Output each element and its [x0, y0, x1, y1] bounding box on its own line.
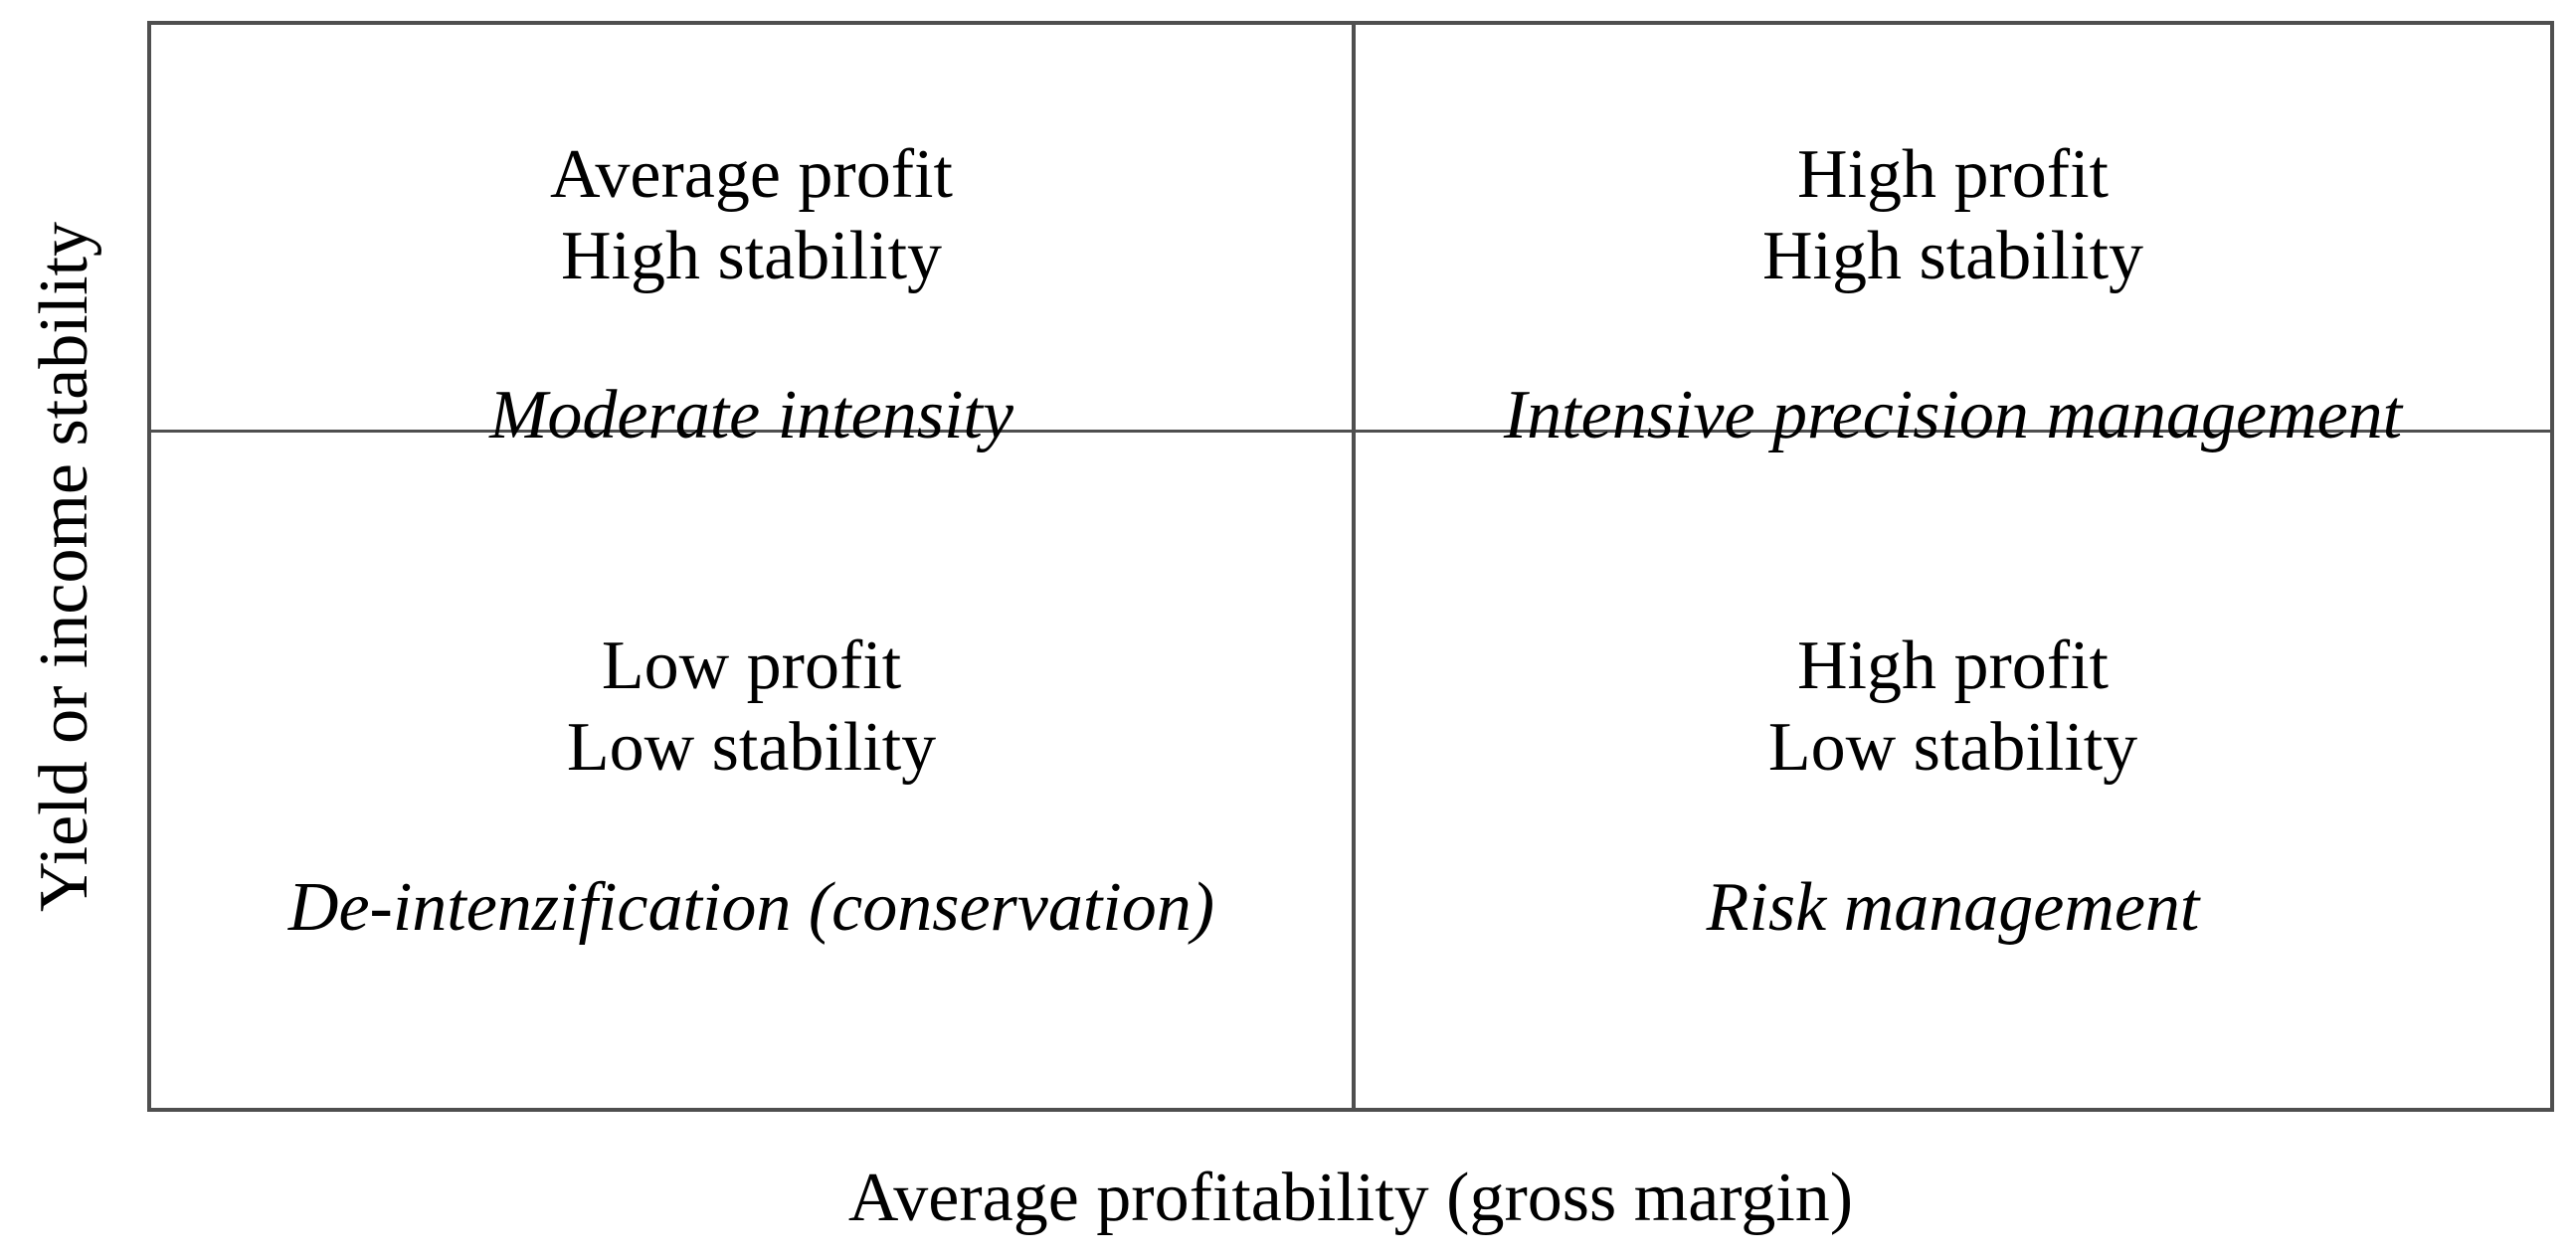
vertical-divider: [1352, 25, 1356, 1108]
quadrant-profit-label: Low profit: [601, 628, 902, 704]
quadrant-profit-label: Average profit: [550, 136, 953, 213]
quadrant-stability-label: Low stability: [566, 709, 937, 786]
x-axis-label: Average profitability (gross margin): [847, 1160, 1854, 1236]
quadrant-strategy-label: Moderate intensity: [489, 377, 1013, 453]
quadrant-strategy-label: Intensive precision management: [1503, 377, 2403, 453]
quadrant-stability-label: High stability: [560, 218, 943, 294]
quadrant-profit-label: High profit: [1796, 136, 2110, 213]
quadrant-matrix: Average profit High stability Moderate i…: [147, 21, 2554, 1112]
quadrant-profit-label: High profit: [1796, 628, 2110, 704]
quadrant-stability-label: Low stability: [1767, 709, 2138, 786]
quadrant-stability-label: High stability: [1761, 218, 2144, 294]
quadrant-strategy-label: De-intenzification (conservation): [287, 869, 1215, 946]
horizontal-divider: [151, 430, 2550, 433]
quadrant-strategy-label: Risk management: [1706, 869, 2200, 946]
y-axis-label: Yield or income stability: [26, 221, 102, 913]
